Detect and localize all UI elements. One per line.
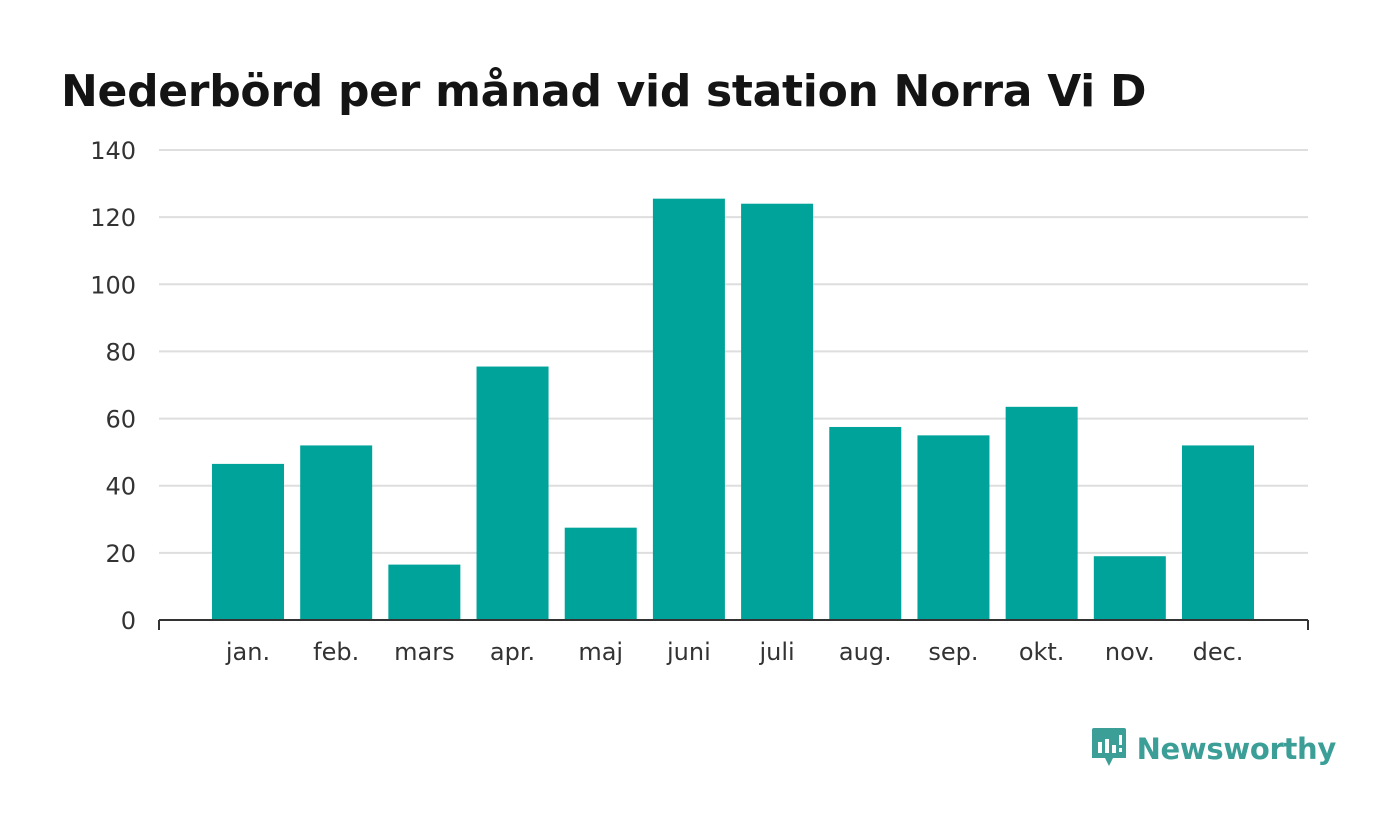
bar-juli: [741, 203, 814, 620]
x-axis: [158, 619, 1309, 630]
bar-nov: [1093, 556, 1166, 620]
bars: [212, 198, 1254, 620]
y-tick-label: 0: [121, 607, 136, 635]
bar-okt: [1005, 406, 1078, 620]
x-tick-label: feb.: [313, 638, 359, 666]
x-tick-label: maj: [578, 638, 623, 666]
y-tick-label: 20: [105, 540, 136, 568]
x-tick-label: okt.: [1019, 638, 1065, 666]
x-tick-label: aug.: [839, 638, 892, 666]
bar-apr: [476, 366, 549, 620]
y-tick-labels: 0 20 40 60 80 100 120 140: [90, 137, 136, 635]
x-tick-label: jan.: [225, 638, 270, 666]
y-tick-label: 120: [90, 204, 136, 232]
y-tick-label: 40: [105, 473, 136, 501]
x-tick-label: sep.: [928, 638, 978, 666]
x-tick-label: apr.: [490, 638, 535, 666]
chart-title: Nederbörd per månad vid station Norra Vi…: [61, 66, 1147, 117]
y-tick-label: 80: [105, 338, 136, 366]
x-tick-label: juli: [758, 638, 794, 666]
bar-dec: [1182, 445, 1254, 620]
x-tick-label: juni: [666, 638, 711, 666]
x-tick-labels: jan. feb. mars apr. maj juni juli aug. sep. okt. n…: [225, 638, 1244, 666]
x-tick-label: dec.: [1193, 638, 1244, 666]
y-tick-label: 60: [105, 406, 136, 434]
bar-juni: [652, 198, 725, 620]
bar-sep: [917, 435, 990, 620]
bar-feb: [300, 445, 373, 620]
brand-name: Newsworthy: [1136, 732, 1337, 766]
bar-maj: [564, 527, 637, 620]
bar-mars: [388, 564, 461, 620]
bar-chart: 0 20 40 60 80 100 120 140 jan. feb. mars apr. maj ju…: [90, 137, 1309, 666]
bar-aug: [829, 426, 902, 620]
brand-logo: Newsworthy: [1091, 727, 1336, 771]
x-tick-label: nov.: [1105, 638, 1155, 666]
x-tick-label: mars: [394, 638, 454, 666]
bar-jan: [212, 463, 284, 620]
y-tick-label: 100: [90, 271, 136, 299]
newsworthy-logo-icon: [1091, 728, 1126, 766]
y-tick-label: 140: [90, 137, 136, 165]
